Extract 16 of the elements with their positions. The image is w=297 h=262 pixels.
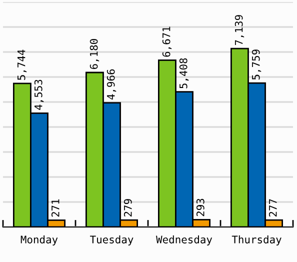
data-label: 4,553 bbox=[34, 80, 44, 110]
x-tick-label: Wednesday bbox=[156, 235, 212, 246]
data-label: 5,744 bbox=[18, 50, 27, 80]
data-label: 5,759 bbox=[252, 50, 262, 80]
data-label: 7,139 bbox=[234, 15, 244, 46]
data-label: 277 bbox=[268, 199, 277, 217]
data-label: 279 bbox=[124, 199, 132, 216]
data-label: 271 bbox=[51, 199, 60, 217]
data-label: 5,408 bbox=[179, 58, 189, 88]
x-tick-label: Thursday bbox=[232, 235, 282, 246]
x-tick-label: Monday bbox=[20, 235, 58, 246]
data-label: 6,671 bbox=[162, 26, 172, 57]
x-tick-label: Tuesday bbox=[90, 235, 134, 246]
data-label: 4,966 bbox=[106, 69, 116, 100]
data-label: 6,180 bbox=[90, 39, 100, 70]
data-label: 293 bbox=[196, 198, 204, 216]
